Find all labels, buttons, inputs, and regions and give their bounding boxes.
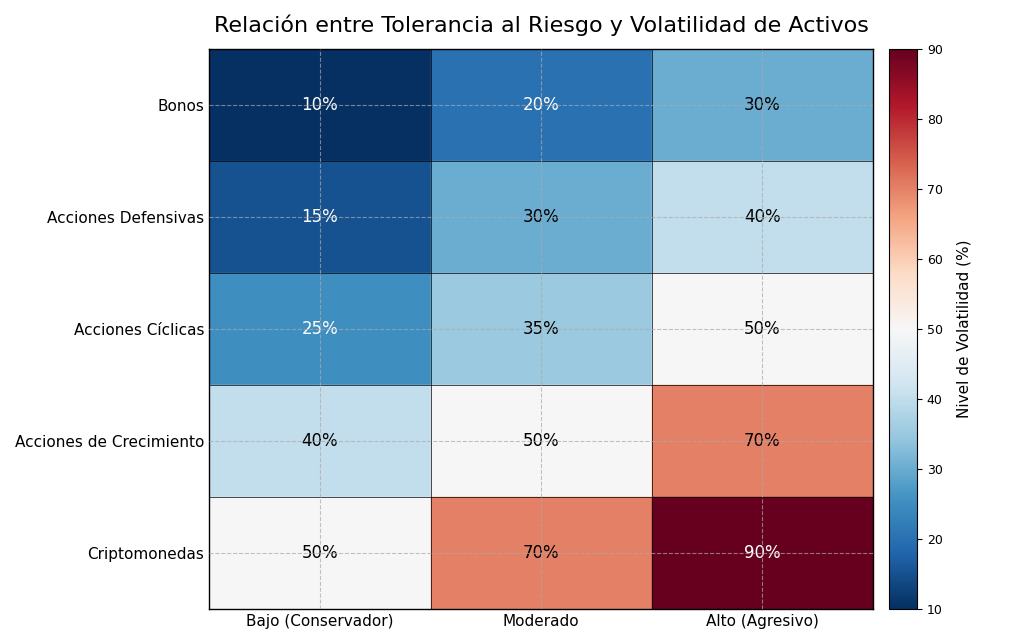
Text: 15%: 15%: [301, 208, 338, 226]
Bar: [209, 161, 430, 273]
Text: 50%: 50%: [744, 320, 780, 338]
Y-axis label: Nivel de Volatilidad (%): Nivel de Volatilidad (%): [956, 240, 972, 419]
Text: 35%: 35%: [523, 320, 559, 338]
Text: 20%: 20%: [523, 96, 559, 114]
Bar: [209, 49, 430, 161]
Bar: [651, 385, 873, 497]
Bar: [209, 497, 430, 609]
Bar: [430, 385, 651, 497]
Bar: [651, 497, 873, 609]
Text: 40%: 40%: [744, 208, 780, 226]
Text: 10%: 10%: [301, 96, 338, 114]
Text: 90%: 90%: [744, 544, 780, 562]
Bar: [209, 273, 430, 385]
Text: 25%: 25%: [301, 320, 338, 338]
Bar: [430, 273, 651, 385]
Bar: [651, 49, 873, 161]
Text: 30%: 30%: [523, 208, 559, 226]
Bar: [430, 497, 651, 609]
Bar: [430, 161, 651, 273]
Bar: [651, 161, 873, 273]
Bar: [651, 273, 873, 385]
Text: 40%: 40%: [301, 432, 338, 450]
Bar: [209, 385, 430, 497]
Text: 50%: 50%: [301, 544, 338, 562]
Bar: [430, 49, 651, 161]
Text: 70%: 70%: [744, 432, 780, 450]
Text: 50%: 50%: [523, 432, 559, 450]
Title: Relación entre Tolerancia al Riesgo y Volatilidad de Activos: Relación entre Tolerancia al Riesgo y Vo…: [214, 15, 868, 37]
Text: 70%: 70%: [523, 544, 559, 562]
Text: 30%: 30%: [744, 96, 780, 114]
